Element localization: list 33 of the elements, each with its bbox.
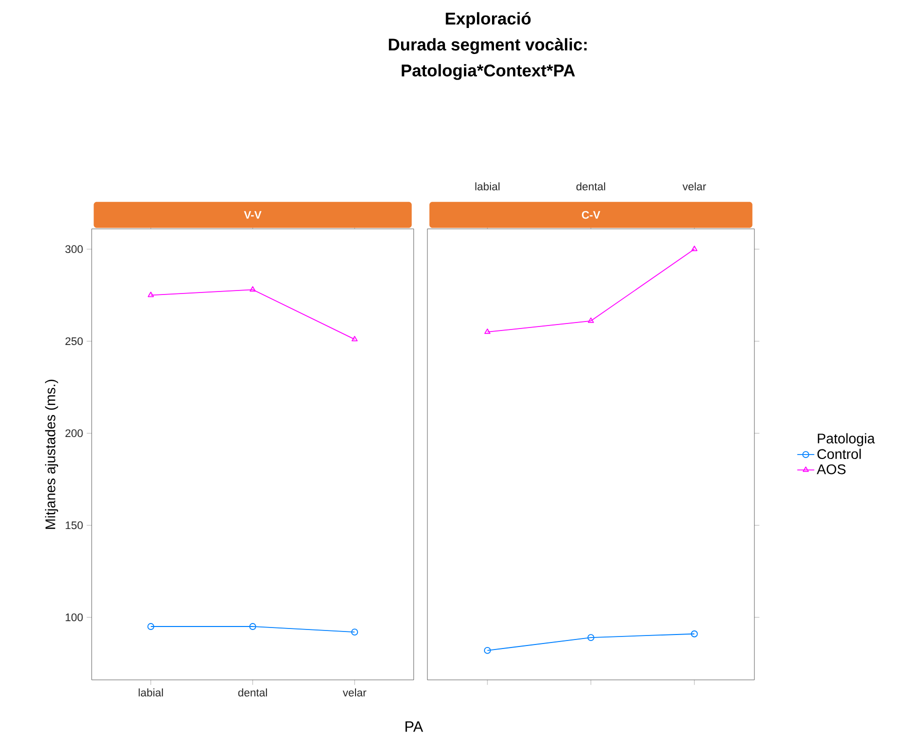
point <box>351 628 358 636</box>
x-tick-label: velar <box>342 688 366 696</box>
x-tick-label: labial <box>138 688 163 696</box>
y-tick-label: 150 <box>66 521 83 530</box>
y-tick-label: 200 <box>65 429 83 438</box>
x-tick-label: labial <box>475 182 500 190</box>
chart-title: C-V <box>582 211 600 219</box>
point <box>147 623 154 630</box>
point <box>484 328 490 334</box>
legend-title: Patologia <box>818 433 875 446</box>
y-axis-title: Mitjanes ajustades (ms.) <box>45 380 58 529</box>
point <box>249 623 256 630</box>
y-tick-label: 250 <box>65 337 83 346</box>
point <box>691 246 698 252</box>
y-tick-label: 300 <box>65 245 83 254</box>
point <box>148 292 154 298</box>
point <box>587 634 594 642</box>
point <box>690 630 698 638</box>
text: Durada segment vocàlic: <box>388 38 587 54</box>
legend-label: Control <box>817 448 861 460</box>
legend-label: AOS <box>816 464 846 474</box>
point <box>352 336 358 342</box>
point <box>484 646 491 654</box>
y-tick-label: 100 <box>66 613 83 622</box>
point <box>250 286 256 292</box>
point <box>588 317 594 323</box>
chart-title: V-V <box>244 211 262 219</box>
x-tick-label: velar <box>682 182 706 190</box>
text: Patologia*Context*PA <box>402 64 575 80</box>
x-tick-label: dental <box>238 688 267 696</box>
x-axis-title: PA <box>406 721 424 732</box>
x-tick-label: dental <box>576 182 606 190</box>
text: Exploració <box>446 12 531 28</box>
